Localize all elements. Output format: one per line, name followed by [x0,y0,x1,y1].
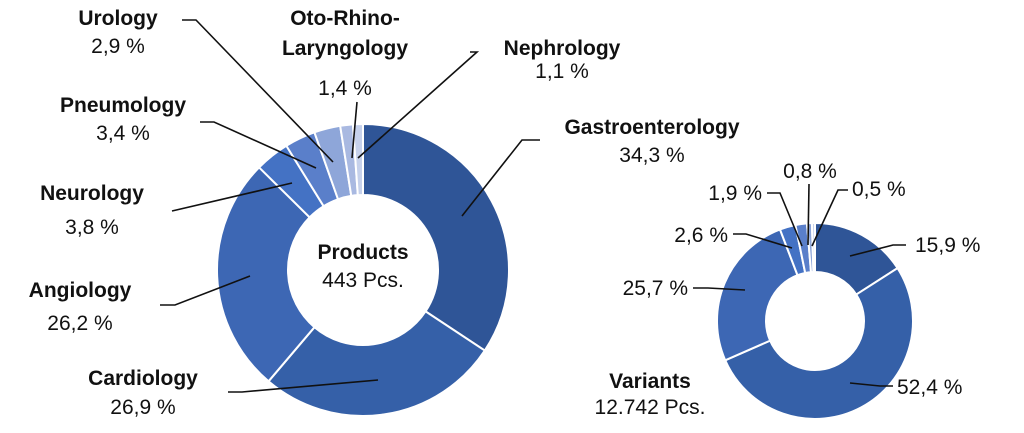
value-variant-2: 52,4 % [897,376,962,399]
value-variant-5: 1,9 % [708,182,762,205]
label-cardiology: Cardiology [88,367,198,390]
donut-slice-variants-6 [810,221,816,274]
label-pneumology: Pneumology [60,94,186,117]
value-pneumology: 3,4 % [96,122,150,145]
products-center-value: 443 Pcs. [322,269,404,292]
value-nephrology: 1,1 % [535,60,589,83]
value-variant-3: 25,7 % [623,277,688,300]
label-nephrology: Nephrology [504,37,621,60]
products-donut [216,122,510,417]
value-angiology: 26,2 % [47,312,112,335]
value-cardiology: 26,9 % [110,396,175,419]
value-neurology: 3,8 % [65,216,119,239]
donut-slice-products-7 [351,122,364,197]
label-angiology: Angiology [29,279,132,302]
donut-slice-products-1 [267,309,487,417]
label-gastroenterology: Gastroenterology [564,116,739,139]
leader-lines-variants [693,183,906,387]
value-variant-1: 15,9 % [915,234,980,257]
donut-slice-variants-2 [716,228,799,362]
products-center-title: Products [317,241,408,264]
value-orl: 1,4 % [318,77,372,100]
variants-center-value: 12.742 Pcs. [595,396,706,419]
donut-slice-products-0 [362,122,510,352]
variants-center-title: Variants [609,370,691,393]
variants-donut [716,221,914,420]
value-variant-4: 2,6 % [674,224,728,247]
donut-slice-variants-1 [723,266,914,420]
value-variant-6: 0,8 % [783,160,837,183]
donut-slice-products-2 [216,165,316,383]
value-gastroenterology: 34,3 % [619,144,684,167]
label-orl-2: Laryngology [282,37,408,60]
label-neurology: Neurology [40,182,144,205]
label-urology: Urology [78,7,158,30]
value-variant-7: 0,5 % [852,178,906,201]
leader-lines-products [160,19,540,393]
value-urology: 2,9 % [91,35,145,58]
label-orl-1: Oto-Rhino- [290,7,400,30]
